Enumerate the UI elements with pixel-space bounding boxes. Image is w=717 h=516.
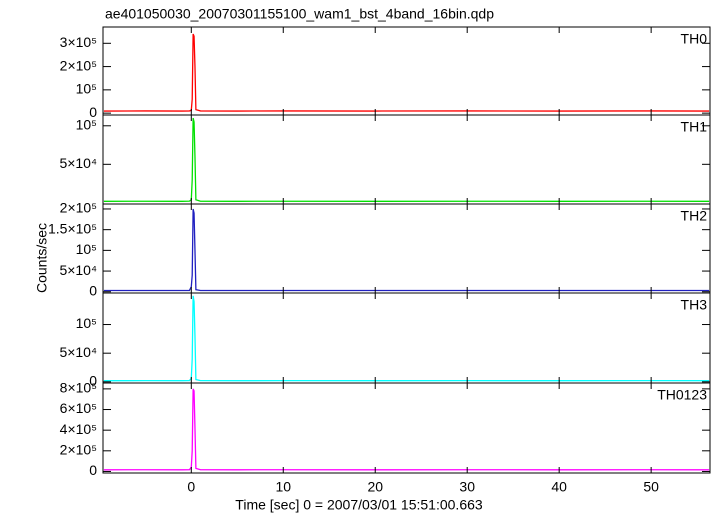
x-axis-label: Time [sec] 0 = 2007/03/01 15:51:00.663 <box>235 497 483 513</box>
data-line <box>103 117 710 202</box>
y-tick-label: 4×10⁵ <box>60 421 97 437</box>
x-tick-label: 50 <box>643 479 659 495</box>
y-tick-label: 2×10⁵ <box>60 57 97 73</box>
y-tick-label: 1.5×10⁵ <box>48 220 97 236</box>
chart-title: ae401050030_20070301155100_wam1_bst_4ban… <box>105 6 494 22</box>
y-tick-label: 0 <box>89 282 97 298</box>
data-line <box>103 33 710 112</box>
panel-frame <box>102 382 711 474</box>
x-tick-label: 0 <box>187 479 195 495</box>
y-tick-label: 0 <box>89 104 97 120</box>
y-tick-label: 0 <box>89 373 97 389</box>
y-tick-label: 10⁵ <box>76 315 97 331</box>
y-axis-label: Counts/sec <box>34 223 50 293</box>
series-label: TH0123 <box>657 387 707 403</box>
y-tick-label: 5×10⁴ <box>59 262 97 278</box>
series-label: TH2 <box>681 208 708 224</box>
y-tick-label: 5×10⁴ <box>59 344 97 360</box>
y-tick-label: 10⁵ <box>76 241 97 257</box>
y-tick-label: 8×10⁵ <box>60 380 97 396</box>
y-tick-label: 6×10⁵ <box>60 400 97 416</box>
x-tick-label: 10 <box>275 479 291 495</box>
y-tick-label: 10⁵ <box>76 116 97 132</box>
series-label: TH0 <box>681 31 708 47</box>
x-tick-label: 20 <box>367 479 383 495</box>
y-tick-label: 3×10⁵ <box>60 34 97 50</box>
data-line <box>103 295 710 382</box>
data-line <box>103 208 710 292</box>
y-tick-label: 10⁵ <box>76 81 97 97</box>
x-tick-label: 30 <box>459 479 475 495</box>
y-tick-label: 0 <box>89 462 97 478</box>
y-tick-label: 2×10⁵ <box>60 200 97 216</box>
y-tick-label: 5×10⁴ <box>59 155 97 171</box>
x-tick-label: 40 <box>551 479 567 495</box>
series-label: TH3 <box>681 297 708 313</box>
y-tick-label: 2×10⁵ <box>60 442 97 458</box>
data-line <box>103 388 710 471</box>
series-label: TH1 <box>681 119 708 135</box>
